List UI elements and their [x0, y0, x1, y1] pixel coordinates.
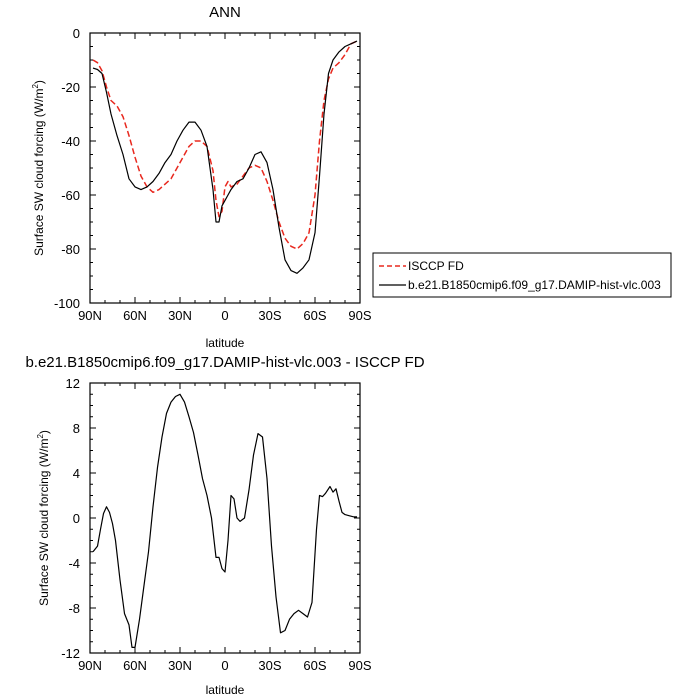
x-tick-label: 0: [221, 308, 228, 323]
plot-area-annual: [92, 40, 358, 274]
y-tick-label: -60: [61, 188, 80, 203]
series-line-annual-1: [92, 40, 358, 274]
y-tick-label: -100: [54, 296, 80, 311]
y-tick-label: 12: [66, 376, 80, 391]
x-tick-label: 90S: [348, 658, 371, 673]
y-tick-label: -80: [61, 242, 80, 257]
x-tick-label: 60N: [123, 308, 147, 323]
y-tick-label: -8: [68, 601, 80, 616]
x-tick-label: 30N: [168, 308, 192, 323]
legend: ISCCP FD b.e21.B1850cmip6.f09_g17.DAMIP-…: [372, 252, 672, 298]
x-tick-label: 30S: [258, 308, 281, 323]
legend-label-model: b.e21.B1850cmip6.f09_g17.DAMIP-hist-vlc.…: [408, 278, 661, 292]
x-tick-label: 30N: [168, 658, 192, 673]
x-tick-label: 60N: [123, 658, 147, 673]
y-tick-label: 8: [73, 421, 80, 436]
chart-title-annual: ANN: [209, 4, 241, 21]
y-tick-label: 0: [73, 511, 80, 526]
legend-box: [372, 252, 672, 298]
y-tick-label: -4: [68, 556, 80, 571]
y-tick-label: -40: [61, 134, 80, 149]
y-tick-label: -12: [61, 646, 80, 661]
x-tick-label: 90N: [78, 308, 102, 323]
axis-ticks-difference: 90N 60N 30N 0 30S 60S 90S 12 8 4 0 -4 -8 -12: [61, 376, 372, 673]
legend-label-isccp: ISCCP FD: [408, 259, 464, 273]
plot-frame-difference: [89, 382, 361, 654]
y-tick-label: 0: [73, 26, 80, 41]
plot-frame-annual: [89, 32, 361, 304]
series-line-annual-0: [92, 40, 358, 250]
x-axis-title-difference: latitude: [206, 683, 245, 697]
y-axis-title-difference: Surface SW cloud forcing (W/m2): [36, 430, 51, 606]
series-line-difference-0: [92, 393, 357, 649]
y-axis-title-annual: Surface SW cloud forcing (W/m2): [31, 80, 46, 256]
y-tick-label: -20: [61, 80, 80, 95]
chart-panel-annual: ANN 90N 60N 30N 0 30S 60S 90S 0 -20 -40 -60 -80 -100…: [31, 4, 372, 350]
x-tick-label: 90N: [78, 658, 102, 673]
x-tick-label: 0: [221, 658, 228, 673]
y-tick-label: 4: [73, 466, 80, 481]
x-tick-label: 60S: [303, 658, 326, 673]
chart-title-difference: b.e21.B1850cmip6.f09_g17.DAMIP-hist-vlc.…: [25, 354, 424, 371]
x-axis-title-annual: latitude: [206, 336, 245, 350]
x-tick-label: 90S: [348, 308, 371, 323]
chart-panel-difference: b.e21.B1850cmip6.f09_g17.DAMIP-hist-vlc.…: [25, 354, 424, 697]
plot-area-difference: [92, 393, 357, 649]
x-tick-label: 30S: [258, 658, 281, 673]
x-tick-label: 60S: [303, 308, 326, 323]
